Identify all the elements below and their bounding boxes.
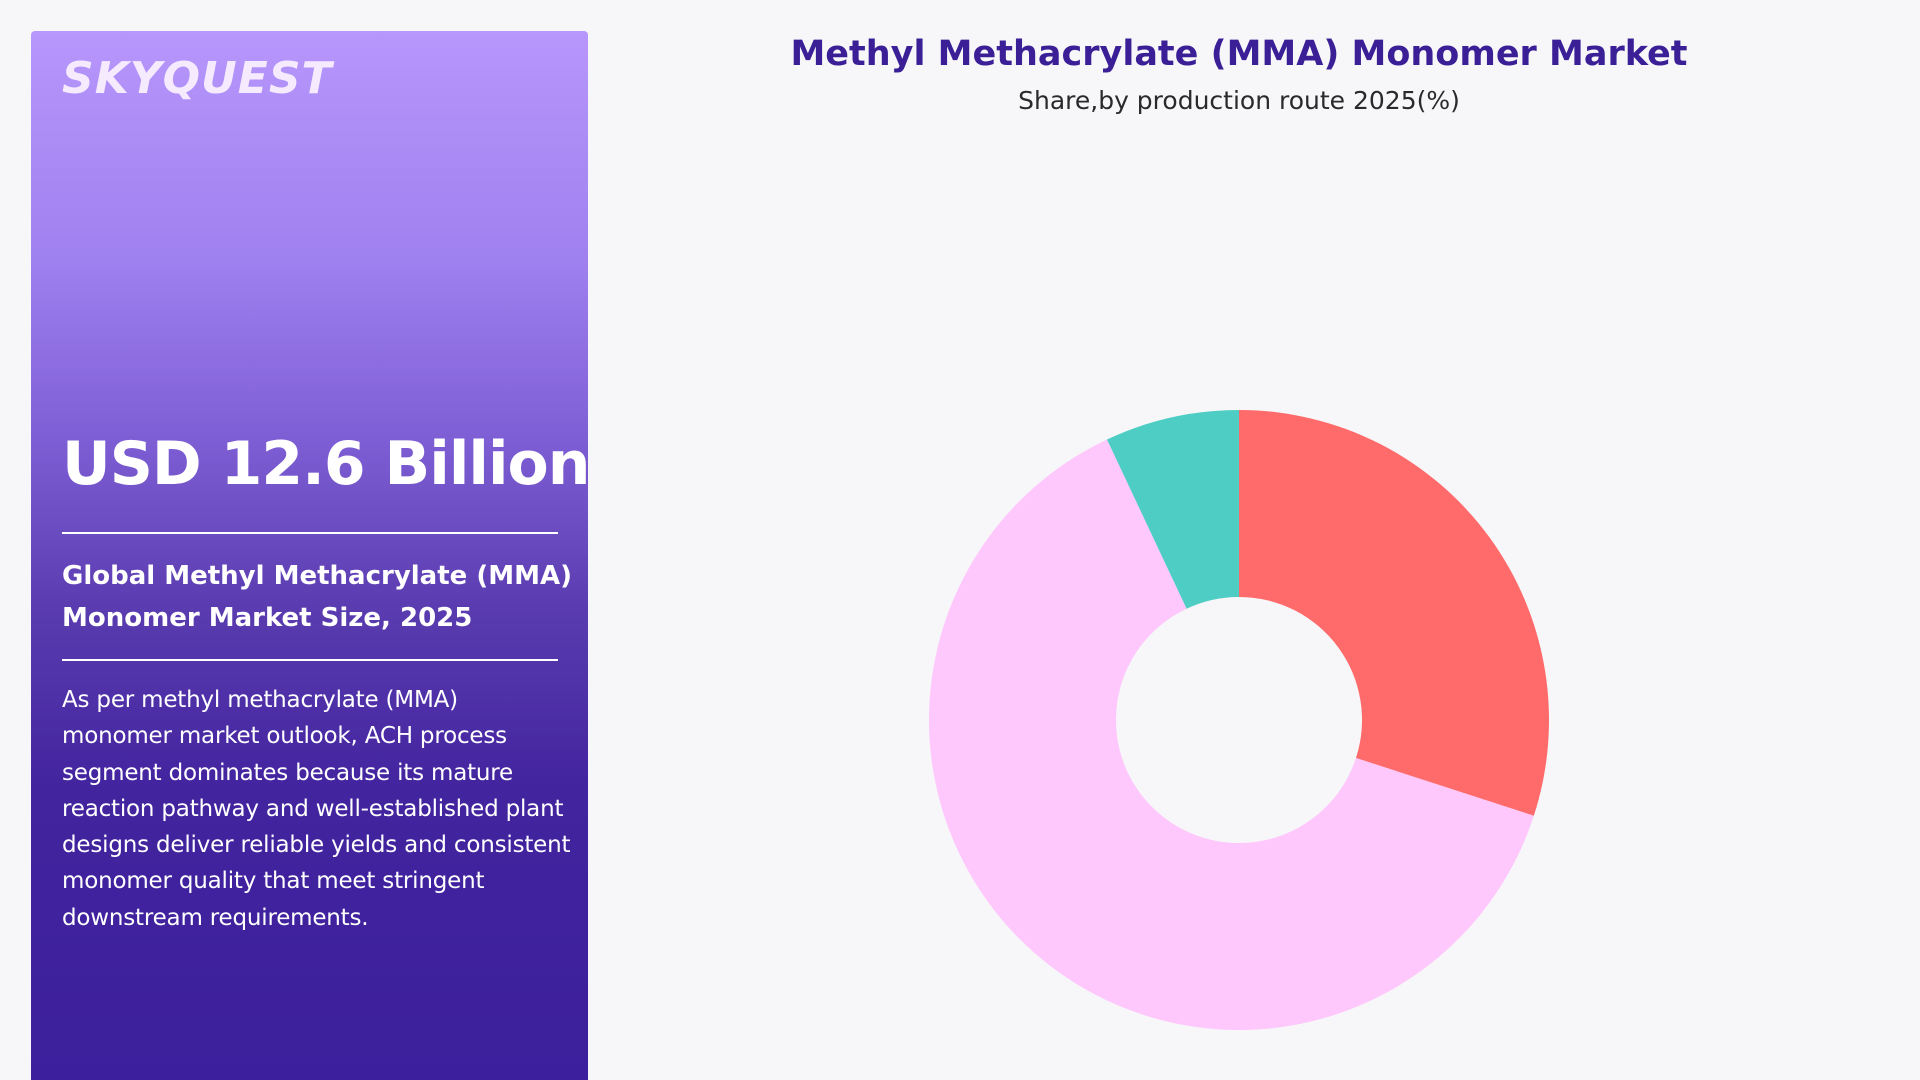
- donut-chart-area: [900, 400, 1660, 1040]
- divider-top: [62, 532, 558, 534]
- brand-logo: SKYQUEST: [62, 53, 333, 104]
- market-size-value: USD 12.6 Billion: [62, 429, 590, 499]
- chart-subtitle: Share,by production route 2025(%): [1018, 86, 1460, 115]
- divider-bottom: [62, 659, 558, 661]
- donut-slice-3[interactable]: [1107, 410, 1239, 609]
- market-size-label: Global Methyl Methacrylate (MMA) Monomer…: [62, 561, 572, 633]
- donut-slice-2[interactable]: [928, 439, 1534, 1030]
- market-description: As per methyl methacrylate (MMA) monomer…: [62, 687, 571, 931]
- donut-chart: [928, 410, 1549, 1030]
- donut-slice-1[interactable]: [1239, 410, 1549, 816]
- chart-title: Methyl Methacrylate (MMA) Monomer Market: [790, 34, 1688, 74]
- summary-panel: SKYQUEST USD 12.6 Billion Global Methyl …: [31, 31, 590, 1080]
